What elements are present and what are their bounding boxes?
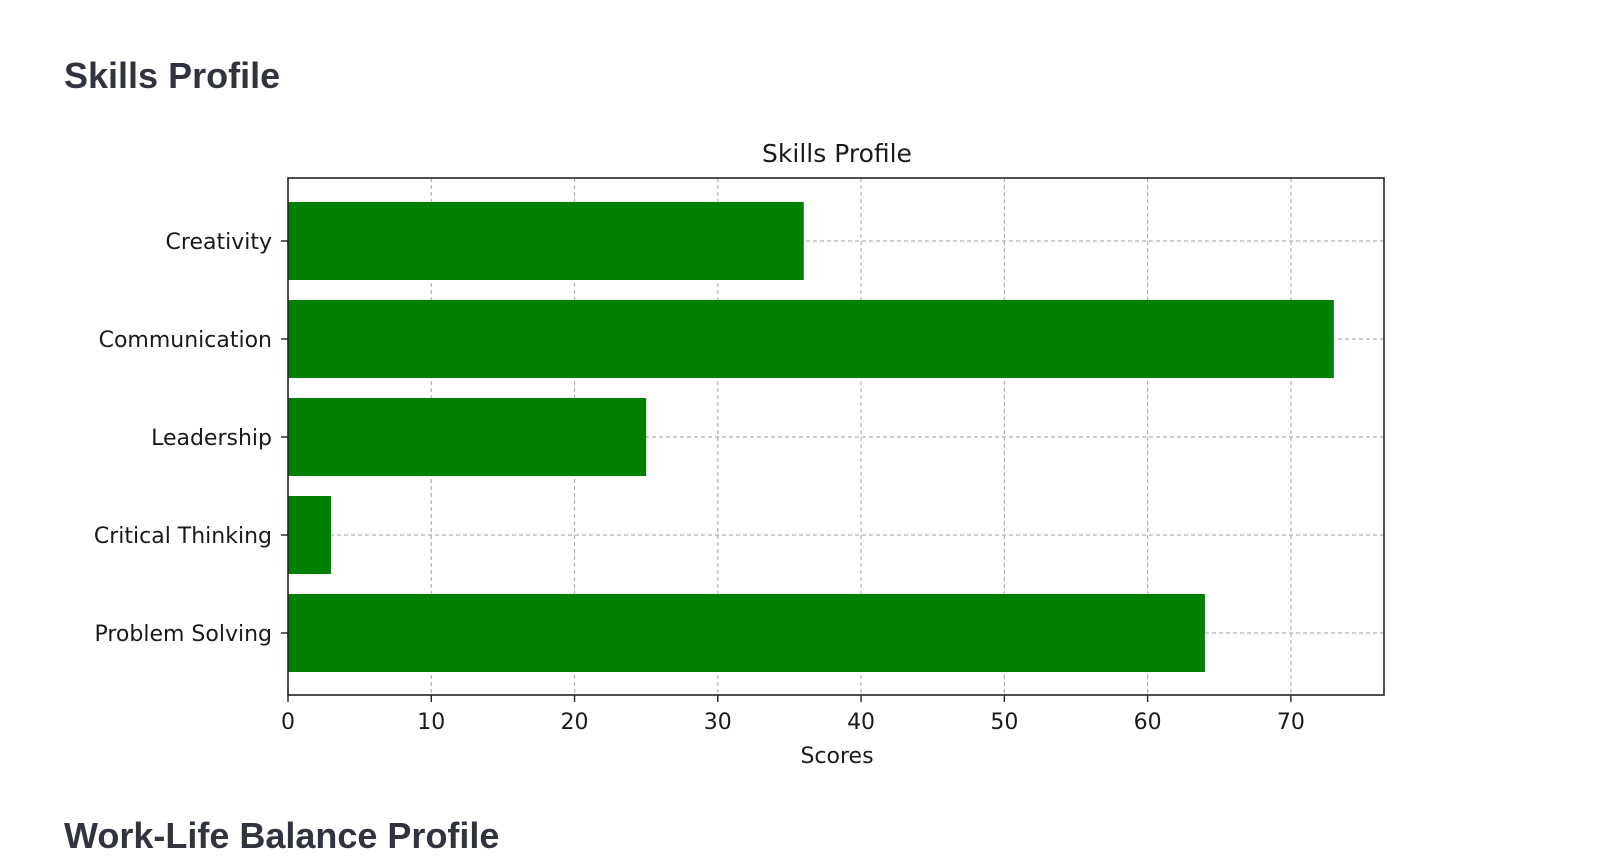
y-axis: Creativity Communication Leadership Critica…: [94, 230, 288, 647]
x-tick-label: 0: [281, 710, 295, 735]
x-tick-label: 70: [1277, 710, 1305, 735]
section-heading-skills: Skills Profile: [64, 55, 281, 96]
x-tick-label: 10: [417, 710, 445, 735]
bar-critical-thinking: [288, 496, 331, 574]
y-tick-label: Creativity: [166, 230, 272, 255]
bar-leadership: [288, 398, 647, 476]
x-axis-label: Scores: [800, 744, 873, 769]
bar-layer: [288, 202, 1334, 672]
x-tick-label: 20: [561, 710, 589, 735]
y-tick-label: Communication: [99, 328, 272, 353]
x-tick-label: 30: [704, 710, 732, 735]
chart-title: Skills Profile: [762, 139, 912, 168]
skills-bar-chart: Skills Profile Creativity Communication Le…: [94, 139, 1385, 769]
x-axis: 0 10 20 30 40 50 60 70: [281, 695, 1305, 735]
x-tick-label: 60: [1134, 710, 1162, 735]
y-tick-label: Problem Solving: [94, 622, 272, 647]
bar-communication: [288, 300, 1334, 378]
y-tick-label: Critical Thinking: [94, 524, 272, 549]
bar-creativity: [288, 202, 804, 280]
x-tick-label: 50: [990, 710, 1018, 735]
y-tick-label: Leadership: [151, 426, 272, 451]
bar-problem-solving: [288, 594, 1205, 672]
section-heading-work-life-balance: Work-Life Balance Profile: [64, 815, 500, 856]
x-tick-label: 40: [847, 710, 875, 735]
